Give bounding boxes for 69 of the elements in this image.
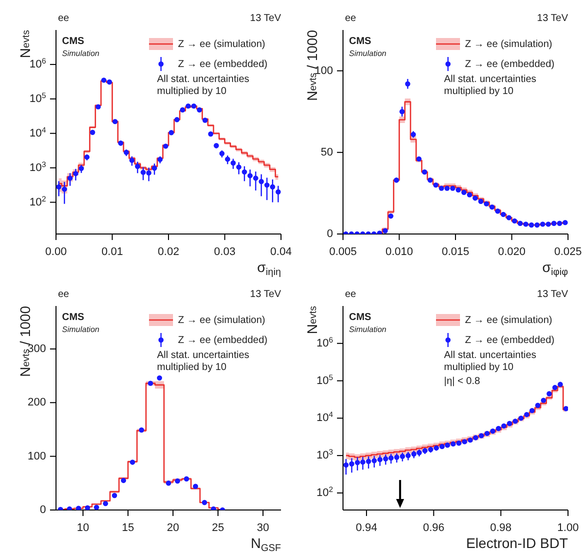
- y-tick-label: 10$^{2}$: [29, 194, 46, 208]
- text: ee: [58, 13, 70, 24]
- annotation: All stat. uncertainties multiplied by 10: [444, 350, 536, 373]
- legend-label: Z → ee (simulation): [465, 38, 552, 50]
- text: 13 TeV: [250, 289, 281, 300]
- annotation: Simulation: [349, 49, 386, 58]
- legend-label: Z → ee (embedded): [178, 58, 268, 70]
- x-tick-label: 0.010: [385, 246, 414, 258]
- x-tick-label: 0.020: [498, 246, 526, 258]
- annotation: |η| < 0.8: [444, 376, 480, 387]
- y-tick-label: 10$^{6}$: [316, 335, 333, 350]
- text: 13 TeV: [537, 289, 568, 300]
- x-axis-title: σ$_{iηiη}$: [257, 259, 281, 278]
- y-tick-label: 0: [326, 228, 333, 240]
- legend-label: Z → ee (simulation): [178, 314, 266, 326]
- annotation: CMS: [349, 36, 372, 47]
- annotation: All stat. uncertainties multiplied by 10: [157, 74, 250, 97]
- annotation: Simulation: [349, 325, 386, 334]
- text: ee: [345, 289, 356, 300]
- text: ee: [345, 13, 356, 24]
- x-tick-label: 25: [212, 522, 224, 534]
- y-tick-label: 300: [28, 342, 46, 355]
- y-tick-label: 0: [40, 504, 46, 516]
- y-tick-label: 10$^{5}$: [316, 372, 333, 387]
- annotation: Simulation: [62, 49, 100, 58]
- x-tick-label: 0.94: [356, 522, 378, 534]
- y-tick-label: 100: [314, 64, 333, 77]
- annotation: All stat. uncertainties multiplied by 10: [444, 74, 536, 97]
- text: 13 TeV: [537, 13, 568, 24]
- annotation: CMS: [62, 312, 84, 323]
- x-tick-label: 0.015: [442, 246, 470, 258]
- annotation: CMS: [349, 312, 372, 323]
- y-tick-label: 10$^{3}$: [29, 160, 46, 174]
- x-tick-label: 0.005: [329, 246, 357, 258]
- y-tick-label: 10$^{3}$: [316, 447, 333, 462]
- x-tick-label: 0.04: [270, 246, 292, 258]
- x-tick-label: 0.00: [45, 246, 67, 258]
- annotation: All stat. uncertainties multiplied by 10: [157, 350, 250, 373]
- legend-label: Z → ee (embedded): [465, 334, 554, 346]
- x-axis-title: N$_{GSF}$: [250, 535, 282, 553]
- annotation: Simulation: [62, 325, 100, 334]
- y-tick-label: 100: [28, 450, 46, 462]
- x-axis-title: Electron-ID BDT: [466, 535, 568, 551]
- legend-label: Z → ee (simulation): [465, 314, 552, 326]
- y-tick-label: 10$^{5}$: [29, 90, 46, 105]
- x-tick-label: 0.025: [554, 246, 582, 258]
- x-tick-label: 0.96: [422, 522, 444, 534]
- x-tick-label: 1.00: [557, 522, 579, 534]
- annotation: CMS: [62, 36, 84, 47]
- x-tick-label: 30: [256, 522, 270, 534]
- x-tick-label: 15: [122, 522, 134, 534]
- x-tick-label: 0.01: [102, 246, 123, 258]
- x-tick-label: 10: [76, 522, 90, 534]
- y-tick-label: 10$^{4}$: [316, 410, 334, 424]
- x-tick-label: 0.98: [490, 522, 512, 534]
- y-tick-label: 200: [28, 396, 46, 409]
- legend-label: Z → ee (simulation): [178, 38, 266, 50]
- y-tick-label: 10$^{6}$: [29, 56, 46, 70]
- x-tick-label: 20: [166, 522, 180, 534]
- y-tick-label: 10$^{2}$: [316, 484, 333, 499]
- text: 13 TeV: [250, 13, 281, 24]
- y-tick-label: 50: [320, 146, 333, 158]
- legend-label: Z → ee (embedded): [465, 58, 554, 70]
- text: ee: [58, 289, 70, 300]
- legend-label: Z → ee (embedded): [178, 334, 268, 346]
- x-axis-title: σ$_{iφiφ}$: [542, 259, 568, 278]
- y-tick-label: 10$^{4}$: [29, 125, 47, 140]
- x-tick-label: 0.03: [214, 246, 236, 258]
- x-tick-label: 0.02: [158, 246, 180, 258]
